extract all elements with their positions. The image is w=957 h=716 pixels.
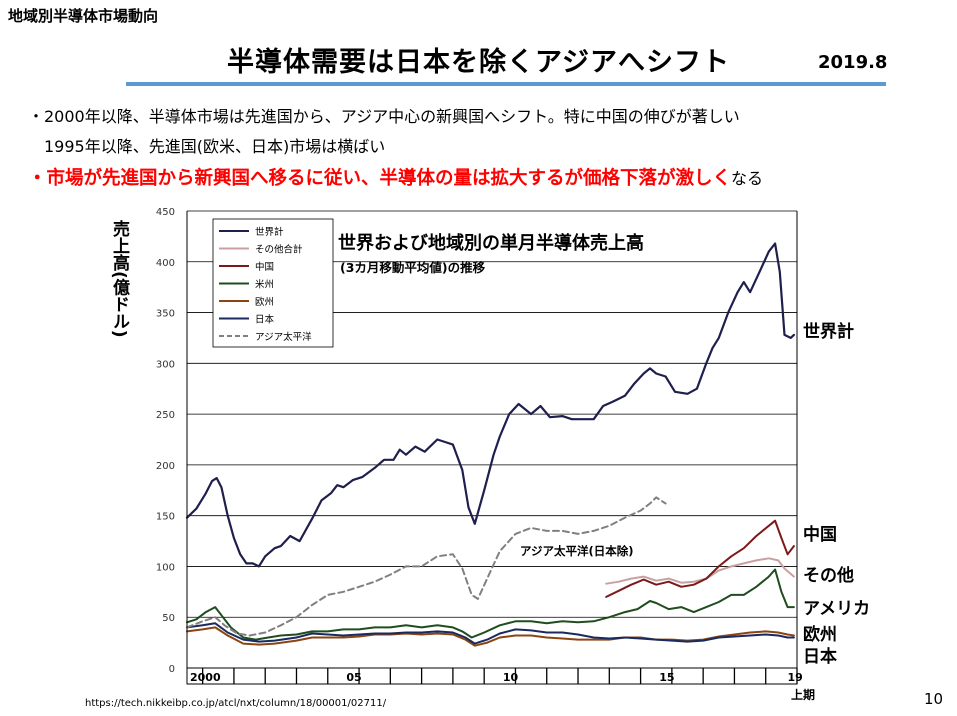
end-label-other: その他	[803, 565, 854, 586]
x-axis-band	[186, 667, 798, 685]
date-label: 2019.8	[818, 52, 888, 73]
page-number: 10	[924, 690, 944, 708]
page-title: 半導体需要は日本を除くアジアへシフト	[227, 47, 730, 78]
end-label-china: 中国	[803, 524, 837, 545]
end-label-world: 世界計	[803, 321, 854, 342]
legend-label-world: 世界計	[255, 226, 284, 238]
ytick-label-0: 0	[169, 664, 175, 675]
chart-title: 世界および地域別の単月半導体売上高	[338, 232, 644, 254]
bullet-text-3: ・市場が先進国から新興国へ移るに従い、半導体の量は拡大するが価格下落が激しくなる	[28, 164, 763, 190]
chart-series	[185, 242, 795, 647]
ytick-label-50: 50	[162, 613, 175, 624]
end-label-japan: 日本	[803, 646, 837, 667]
series-line-world	[185, 242, 795, 568]
ytick-label-400: 400	[156, 258, 175, 269]
bullet-text-3-tail: なる	[731, 169, 764, 188]
legend-label-usa: 米州	[255, 279, 274, 291]
bullet-text-3-emphasis: ・市場が先進国から新興国へ移るに従い、半導体の量は拡大するが価格下落が激しく	[28, 168, 732, 189]
xtick-label-15: 15	[659, 671, 674, 684]
bullet-text-1: ・2000年以降、半導体市場は先進国から、アジア中心の新興国へシフト。特に中国の…	[28, 107, 740, 126]
chart-ylabel: 売上高(億ドル)	[109, 220, 129, 338]
ytick-label-100: 100	[156, 562, 175, 573]
ytick-label-200: 200	[156, 461, 175, 472]
series-line-asia_pacific	[186, 496, 667, 637]
x-unit-label: 上期	[791, 687, 815, 702]
end-label-europe: 欧州	[803, 624, 837, 645]
section-title: 地域別半導体市場動向	[8, 7, 159, 25]
legend-label-other: その他合計	[255, 244, 303, 256]
ytick-label-300: 300	[156, 359, 175, 370]
chart-axes: 0 50 100 150 200 250 300 350 400 450 2000 05 10 15 19 上…	[156, 207, 815, 702]
legend-label-japan: 日本	[255, 314, 275, 326]
series-line-china	[605, 519, 795, 598]
xtick-label-19: 19	[787, 671, 802, 684]
bullet-text-2: 1995年以降、先進国(欧米、日本)市場は横ばい	[44, 137, 386, 156]
series-line-japan	[186, 622, 795, 645]
series-line-usa	[186, 568, 795, 641]
end-label-usa: アメリカ	[803, 599, 870, 619]
legend-label-asia_pacific: アジア太平洋	[255, 331, 312, 343]
title-underline	[126, 82, 886, 86]
ytick-label-450: 450	[156, 207, 175, 218]
chart-subtitle: (3カ月移動平均値)の推移	[340, 260, 486, 275]
ytick-label-250: 250	[156, 410, 175, 421]
ytick-label-150: 150	[156, 512, 175, 523]
legend-label-europe: 欧州	[255, 296, 274, 308]
ytick-label-350: 350	[156, 309, 175, 320]
source-url[interactable]: https://tech.nikkeibp.co.jp/atcl/nxt/col…	[85, 698, 387, 709]
asia-pacific-annotation: アジア太平洋(日本除)	[520, 544, 634, 558]
xtick-label-2000: 2000	[190, 671, 221, 684]
xtick-label-05: 05	[346, 671, 361, 684]
xtick-label-10: 10	[503, 671, 519, 684]
legend-label-china: 中国	[255, 261, 274, 273]
